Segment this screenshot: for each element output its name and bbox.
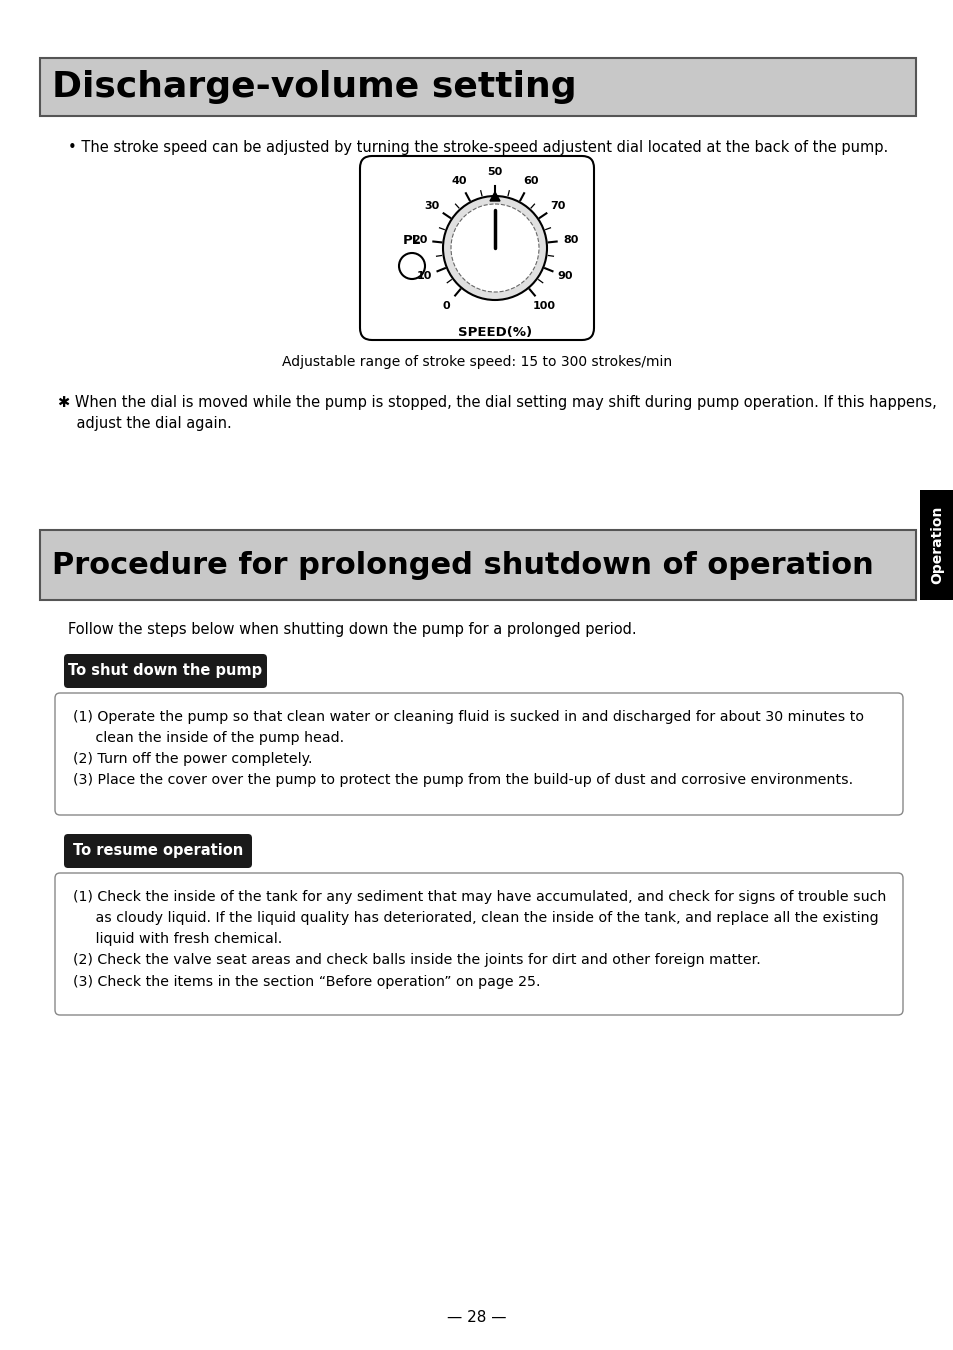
- Text: 40: 40: [451, 176, 467, 186]
- Text: 60: 60: [522, 176, 537, 186]
- Text: 20: 20: [412, 235, 427, 246]
- Text: 0: 0: [442, 301, 450, 312]
- FancyBboxPatch shape: [55, 693, 902, 815]
- Text: Discharge-volume setting: Discharge-volume setting: [52, 70, 576, 104]
- Text: — 28 —: — 28 —: [447, 1310, 506, 1324]
- FancyBboxPatch shape: [64, 653, 267, 688]
- Text: Follow the steps below when shutting down the pump for a prolonged period.: Follow the steps below when shutting dow…: [68, 622, 636, 637]
- Text: Operation: Operation: [929, 506, 943, 585]
- Circle shape: [442, 196, 546, 300]
- Text: To resume operation: To resume operation: [72, 844, 243, 859]
- Text: Adjustable range of stroke speed: 15 to 300 strokes/min: Adjustable range of stroke speed: 15 to …: [282, 355, 671, 369]
- Text: 50: 50: [487, 167, 502, 177]
- Text: (1) Operate the pump so that clean water or cleaning fluid is sucked in and disc: (1) Operate the pump so that clean water…: [73, 710, 863, 787]
- Text: 90: 90: [558, 271, 573, 281]
- Text: 30: 30: [424, 201, 439, 211]
- Text: PL: PL: [402, 234, 420, 247]
- FancyBboxPatch shape: [359, 157, 594, 340]
- Text: ✱ When the dial is moved while the pump is stopped, the dial setting may shift d: ✱ When the dial is moved while the pump …: [58, 396, 936, 431]
- Polygon shape: [490, 192, 499, 201]
- Text: 80: 80: [562, 235, 578, 246]
- FancyBboxPatch shape: [64, 834, 252, 868]
- Text: 100: 100: [532, 301, 555, 312]
- Text: Procedure for prolonged shutdown of operation: Procedure for prolonged shutdown of oper…: [52, 551, 873, 579]
- FancyBboxPatch shape: [919, 490, 953, 599]
- Text: To shut down the pump: To shut down the pump: [69, 663, 262, 679]
- FancyBboxPatch shape: [40, 58, 915, 116]
- Text: 10: 10: [416, 271, 432, 281]
- FancyBboxPatch shape: [40, 531, 915, 599]
- Circle shape: [451, 204, 538, 292]
- Text: SPEED(%): SPEED(%): [457, 325, 532, 339]
- Circle shape: [398, 252, 424, 279]
- Text: (1) Check the inside of the tank for any sediment that may have accumulated, and: (1) Check the inside of the tank for any…: [73, 890, 885, 988]
- FancyBboxPatch shape: [55, 873, 902, 1015]
- Text: 70: 70: [550, 201, 565, 211]
- Text: • The stroke speed can be adjusted by turning the stroke-speed adjustent dial lo: • The stroke speed can be adjusted by tu…: [68, 140, 887, 155]
